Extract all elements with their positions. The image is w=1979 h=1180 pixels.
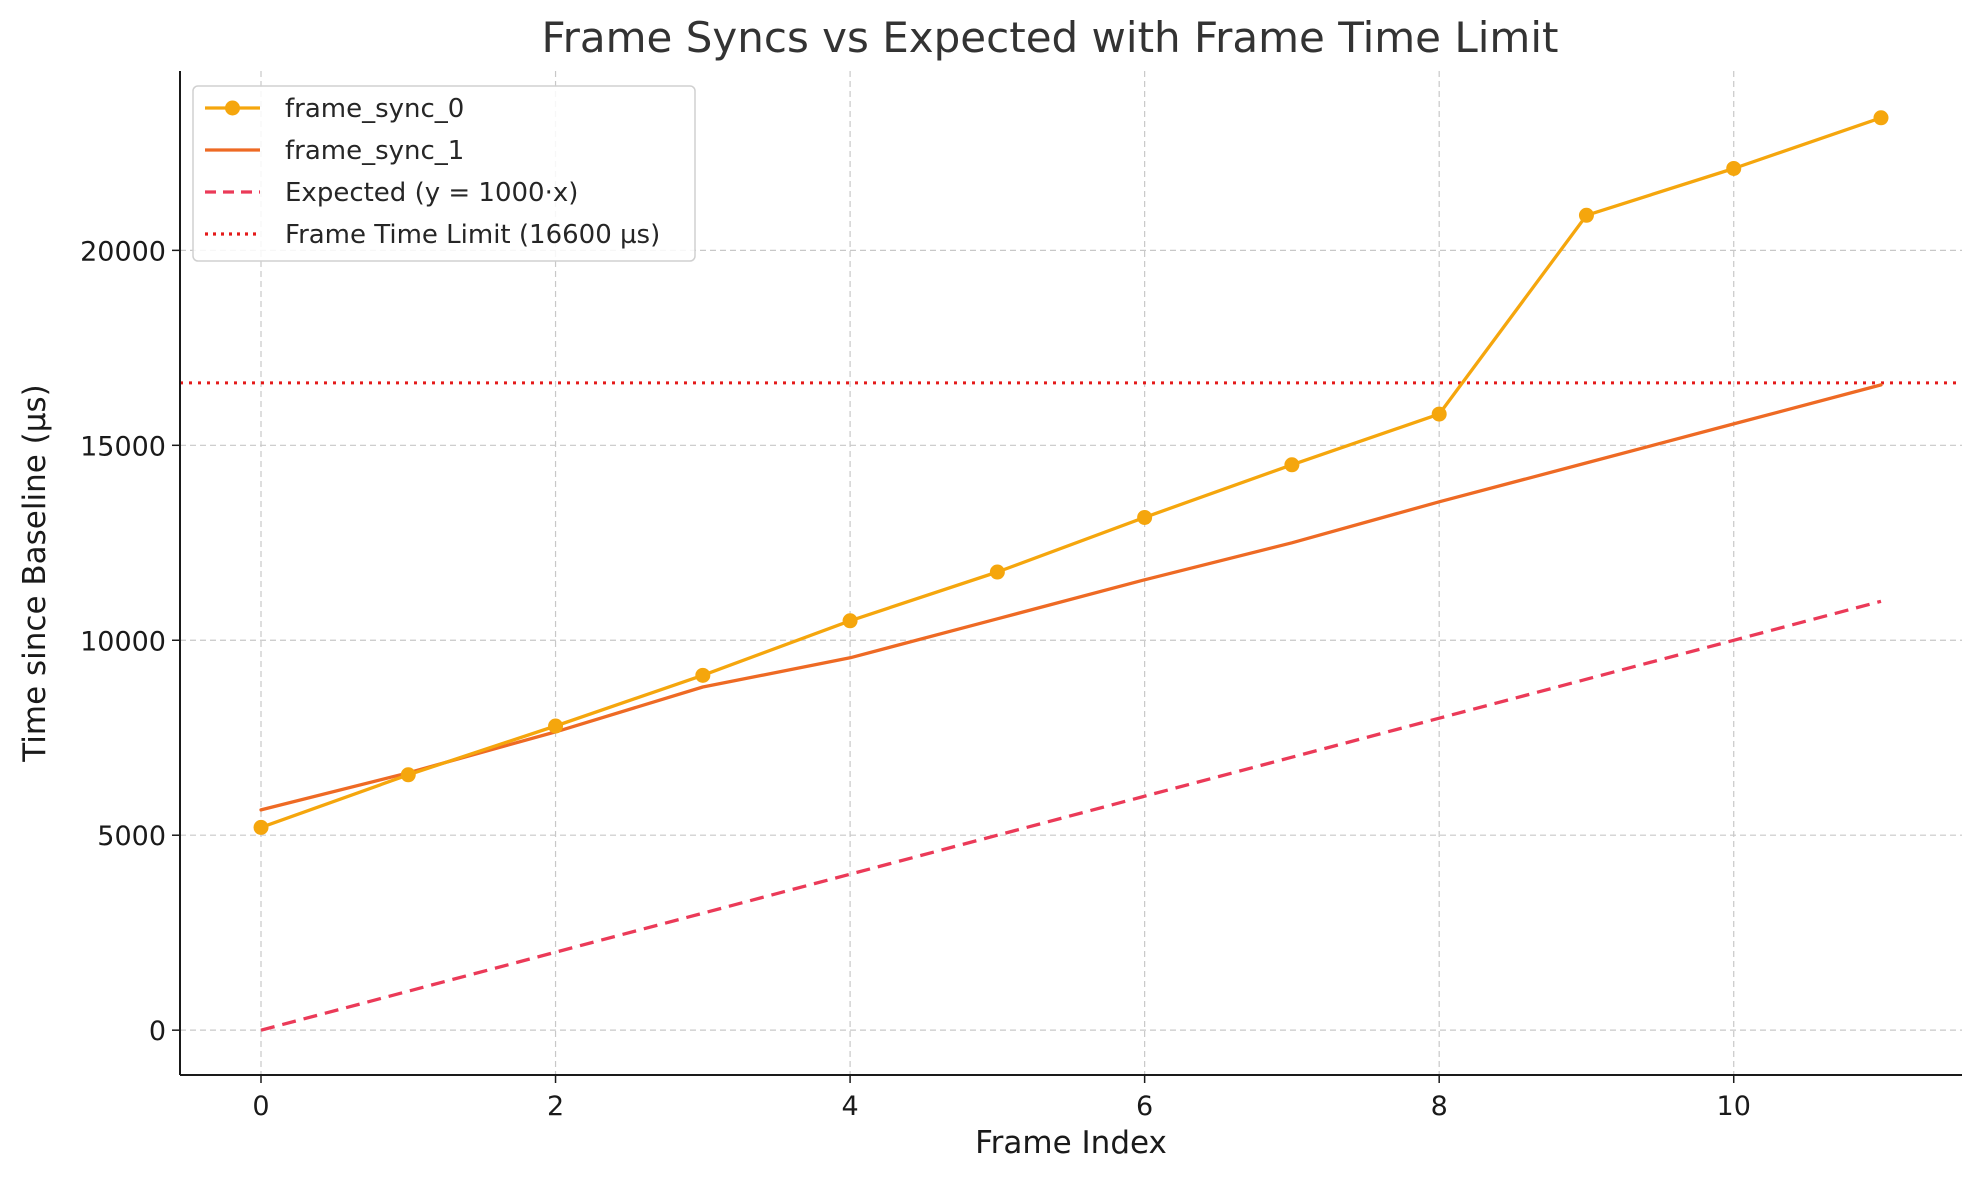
legend-label: frame_sync_0	[285, 94, 464, 124]
legend-box	[192, 85, 696, 262]
data-point	[400, 767, 416, 783]
x-tick-label: 0	[252, 1091, 269, 1122]
series-lines	[253, 110, 1889, 1032]
x-tick-label: 4	[841, 1091, 858, 1122]
data-point	[989, 564, 1005, 580]
y-axis-title: Time since Baseline (µs)	[17, 384, 53, 762]
x-axis-title: Frame Index	[975, 1125, 1167, 1161]
legend-label: Frame Time Limit (16600 µs)	[285, 220, 660, 250]
series-line-2	[260, 599, 1882, 1032]
legend-marker	[225, 100, 240, 116]
series-line-1	[259, 383, 1883, 812]
data-point	[1726, 160, 1742, 176]
x-ticks: 0 2 4 6 8 10	[252, 1075, 1751, 1122]
y-tick-label: 10000	[80, 626, 166, 657]
x-tick-label: 6	[1136, 1091, 1153, 1122]
data-point	[1431, 406, 1447, 422]
data-point	[253, 819, 269, 835]
x-tick-label: 10	[1717, 1091, 1751, 1122]
y-tick-label: 5000	[97, 821, 166, 852]
axes	[179, 71, 1962, 1076]
data-point	[1284, 457, 1300, 473]
x-tick-label: 8	[1431, 1091, 1448, 1122]
legend: frame_sync_0 frame_sync_1 Expected (y = 10…	[192, 85, 696, 262]
grid	[180, 71, 1962, 1075]
chart-title: Frame Syncs vs Expected with Frame Time …	[542, 13, 1559, 62]
data-point	[842, 613, 858, 629]
y-tick-label: 20000	[80, 236, 166, 267]
y-tick-label: 0	[149, 1016, 166, 1047]
series-line-0	[259, 116, 1883, 830]
data-point	[1137, 509, 1153, 525]
data-point	[695, 667, 711, 683]
data-point	[1578, 207, 1594, 223]
data-point	[548, 718, 564, 734]
x-tick-label: 2	[547, 1091, 564, 1122]
y-ticks: 0 5000 10000 15000 20000	[80, 236, 180, 1047]
data-point	[1873, 110, 1889, 126]
y-tick-label: 15000	[80, 431, 166, 462]
legend-label: Expected (y = 1000·x)	[285, 178, 578, 208]
legend-label: frame_sync_1	[285, 136, 464, 166]
